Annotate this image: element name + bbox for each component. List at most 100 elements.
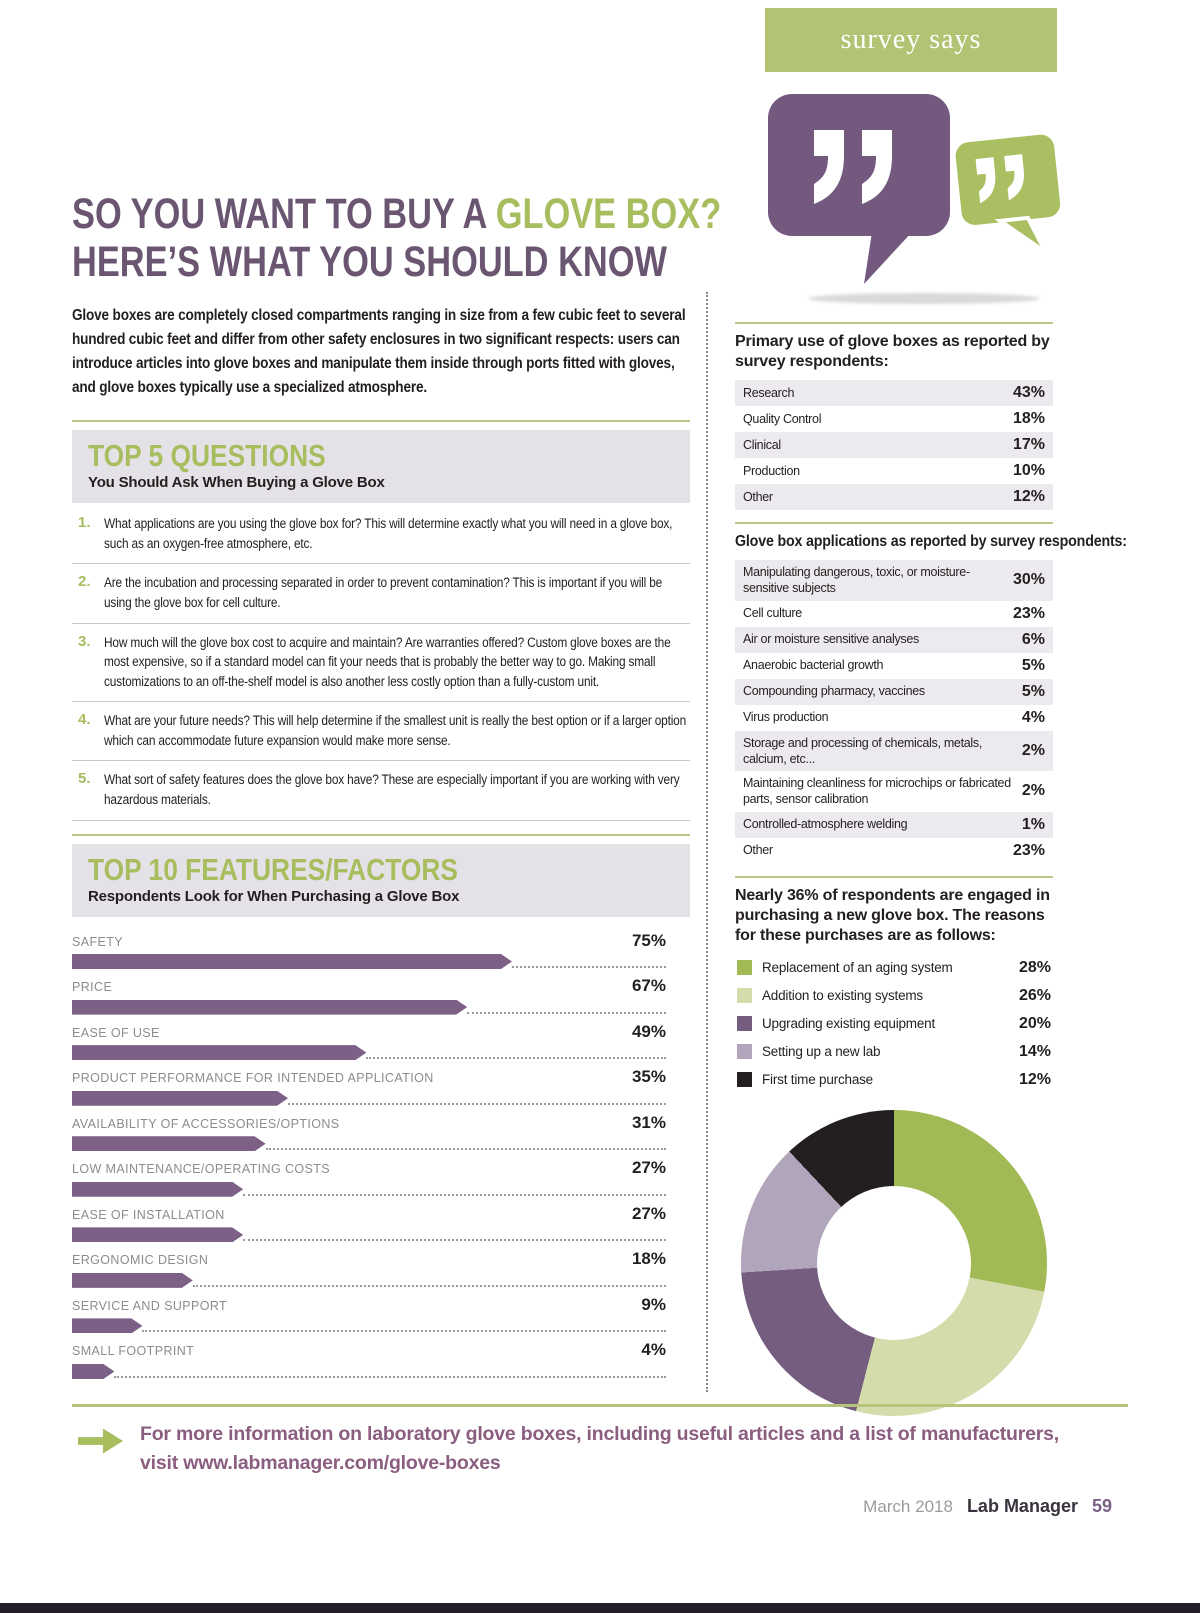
bar-row: PRICE 67% bbox=[72, 976, 666, 1015]
bar bbox=[72, 1091, 288, 1106]
legend-label: Setting up a new lab bbox=[762, 1044, 881, 1059]
top10-title: TOP 10 FEATURES/FACTORS bbox=[88, 851, 458, 887]
callout-text: For more information on laboratory glove… bbox=[140, 1420, 1059, 1479]
divider bbox=[72, 420, 690, 423]
legend-item: First time purchase 12% bbox=[735, 1066, 1053, 1094]
applications-heading: Glove box applications as reported by su… bbox=[735, 533, 1127, 550]
dotted-leader bbox=[142, 1318, 666, 1333]
bar-label: SAFETY bbox=[72, 934, 124, 949]
row-value: 5% bbox=[1021, 682, 1045, 700]
callout-line1: For more information on laboratory glove… bbox=[140, 1423, 1060, 1445]
row-value: 2% bbox=[1021, 741, 1045, 759]
callout-line2: visit www.labmanager.com/glove-boxes bbox=[140, 1449, 1059, 1478]
bar-label: SMALL FOOTPRINT bbox=[72, 1344, 195, 1359]
legend-item: Upgrading existing equipment 20% bbox=[735, 1010, 1053, 1038]
bar-row: AVAILABILITY OF ACCESSORIES/OPTIONS 31% bbox=[72, 1113, 666, 1152]
legend-swatch bbox=[737, 1072, 752, 1087]
list-item: 4. What are your future needs? This will… bbox=[72, 702, 690, 762]
row-value: 18% bbox=[1012, 410, 1045, 427]
page-edge-strip bbox=[0, 1603, 1200, 1613]
quote-bubbles-icon bbox=[768, 94, 1060, 284]
top5-subtitle: You Should Ask When Buying a Glove Box bbox=[88, 474, 385, 492]
bar bbox=[72, 1136, 266, 1151]
page-title: SO YOU WANT TO BUY A GLOVE BOX? HERE’S W… bbox=[72, 190, 721, 286]
primary-use-heading: Primary use of glove boxes as reported b… bbox=[735, 333, 1050, 370]
top10-bar-chart: SAFETY 75% PRICE 67% EASE OF USE 49% PRODUC… bbox=[72, 931, 690, 1379]
title-main: SO YOU WANT TO BUY A bbox=[72, 190, 496, 238]
table-row: Other 12% bbox=[735, 484, 1053, 510]
purchases-legend: Replacement of an aging system 28% Additi… bbox=[735, 954, 1053, 1094]
legend-swatch bbox=[737, 1044, 752, 1059]
top5-title: TOP 5 QUESTIONS bbox=[88, 438, 326, 474]
table-row: Other 23% bbox=[735, 838, 1053, 864]
donut-hole bbox=[817, 1185, 971, 1340]
bar bbox=[72, 1227, 243, 1242]
row-label: Cell culture bbox=[743, 606, 802, 621]
question-number: 1. bbox=[78, 514, 91, 532]
bar bbox=[72, 1182, 243, 1197]
table-row: Air or moisture sensitive analyses 6% bbox=[735, 626, 1053, 653]
primary-use-table: Research 43% Quality Control 18% Clinical 1… bbox=[735, 380, 1053, 510]
divider bbox=[72, 833, 690, 836]
row-value: 4% bbox=[1021, 708, 1045, 726]
dotted-leader bbox=[366, 1045, 666, 1060]
question-text: What sort of safety features does the gl… bbox=[104, 772, 680, 807]
row-label: Storage and processing of chemicals, met… bbox=[743, 735, 983, 766]
bubble-shadow bbox=[808, 293, 1040, 304]
bar-label: PRODUCT PERFORMANCE FOR INTENDED APPLICA… bbox=[72, 1071, 434, 1086]
bar bbox=[72, 1273, 193, 1288]
bar-value: 4% bbox=[641, 1340, 666, 1360]
bar-value: 18% bbox=[631, 1249, 666, 1269]
table-row: Cell culture 23% bbox=[735, 601, 1053, 627]
row-label: Research bbox=[743, 385, 795, 400]
table-row: Maintaining cleanliness for microchips o… bbox=[735, 771, 1053, 812]
row-label: Controlled-atmosphere welding bbox=[743, 817, 908, 832]
glove-boxes-link[interactable]: www.labmanager.com/glove-boxes bbox=[183, 1452, 501, 1475]
arrow-right-icon bbox=[78, 1428, 124, 1454]
row-value: 23% bbox=[1012, 604, 1045, 622]
bar bbox=[72, 1364, 114, 1379]
dotted-leader bbox=[265, 1136, 666, 1151]
row-label: Anaerobic bacterial growth bbox=[743, 658, 884, 673]
survey-says-badge: survey says bbox=[765, 8, 1057, 72]
bar-row: EASE OF INSTALLATION 27% bbox=[72, 1204, 666, 1243]
question-number: 3. bbox=[78, 632, 91, 650]
table-row: Virus production 4% bbox=[735, 705, 1053, 731]
dotted-leader bbox=[467, 1000, 666, 1014]
legend-item: Addition to existing systems 26% bbox=[735, 982, 1053, 1010]
divider bbox=[72, 1404, 1128, 1407]
row-label: Compounding pharmacy, vaccines bbox=[743, 684, 925, 699]
legend-label: First time purchase bbox=[762, 1072, 873, 1087]
row-value: 5% bbox=[1021, 656, 1045, 674]
bar-row: LOW MAINTENANCE/OPERATING COSTS 27% bbox=[72, 1158, 666, 1197]
bar-label: PRICE bbox=[72, 980, 113, 995]
row-label: Manipulating dangerous, toxic, or moistu… bbox=[743, 565, 970, 596]
row-value: 17% bbox=[1012, 436, 1045, 453]
row-value: 12% bbox=[1012, 488, 1045, 505]
row-label: Virus production bbox=[743, 710, 829, 725]
footer-magazine-name: Lab Manager bbox=[966, 1496, 1078, 1516]
bar-value: 9% bbox=[641, 1294, 666, 1314]
bar-value: 35% bbox=[631, 1067, 666, 1087]
question-number: 2. bbox=[78, 573, 91, 591]
bar-row: PRODUCT PERFORMANCE FOR INTENDED APPLICA… bbox=[72, 1067, 666, 1106]
list-item: 2. Are the incubation and processing sep… bbox=[72, 564, 690, 624]
list-item: 1. What applications are you using the g… bbox=[72, 505, 690, 565]
page-footer: March 2018 Lab Manager 59 bbox=[863, 1496, 1112, 1517]
dotted-leader bbox=[512, 954, 666, 969]
survey-sidebar-column: Primary use of glove boxes as reported b… bbox=[735, 322, 1127, 1416]
bar-row: SMALL FOOTPRINT 4% bbox=[72, 1340, 666, 1379]
row-value: 2% bbox=[1021, 782, 1045, 800]
table-row: Research 43% bbox=[735, 380, 1053, 406]
table-row: Controlled-atmosphere welding 1% bbox=[735, 811, 1053, 838]
bar-value: 27% bbox=[631, 1203, 666, 1223]
purchases-heading: Nearly 36% of respondents are engaged in… bbox=[735, 886, 1050, 944]
bar-row: SAFETY 75% bbox=[72, 931, 666, 970]
row-label: Production bbox=[743, 463, 800, 478]
main-article-column: SO YOU WANT TO BUY A GLOVE BOX? HERE’S W… bbox=[72, 190, 721, 1386]
bar-value: 49% bbox=[631, 1021, 666, 1041]
bar-value: 75% bbox=[631, 930, 666, 950]
top5-question-list: 1. What applications are you using the g… bbox=[72, 505, 690, 821]
legend-swatch bbox=[737, 988, 752, 1003]
bar bbox=[72, 954, 512, 969]
